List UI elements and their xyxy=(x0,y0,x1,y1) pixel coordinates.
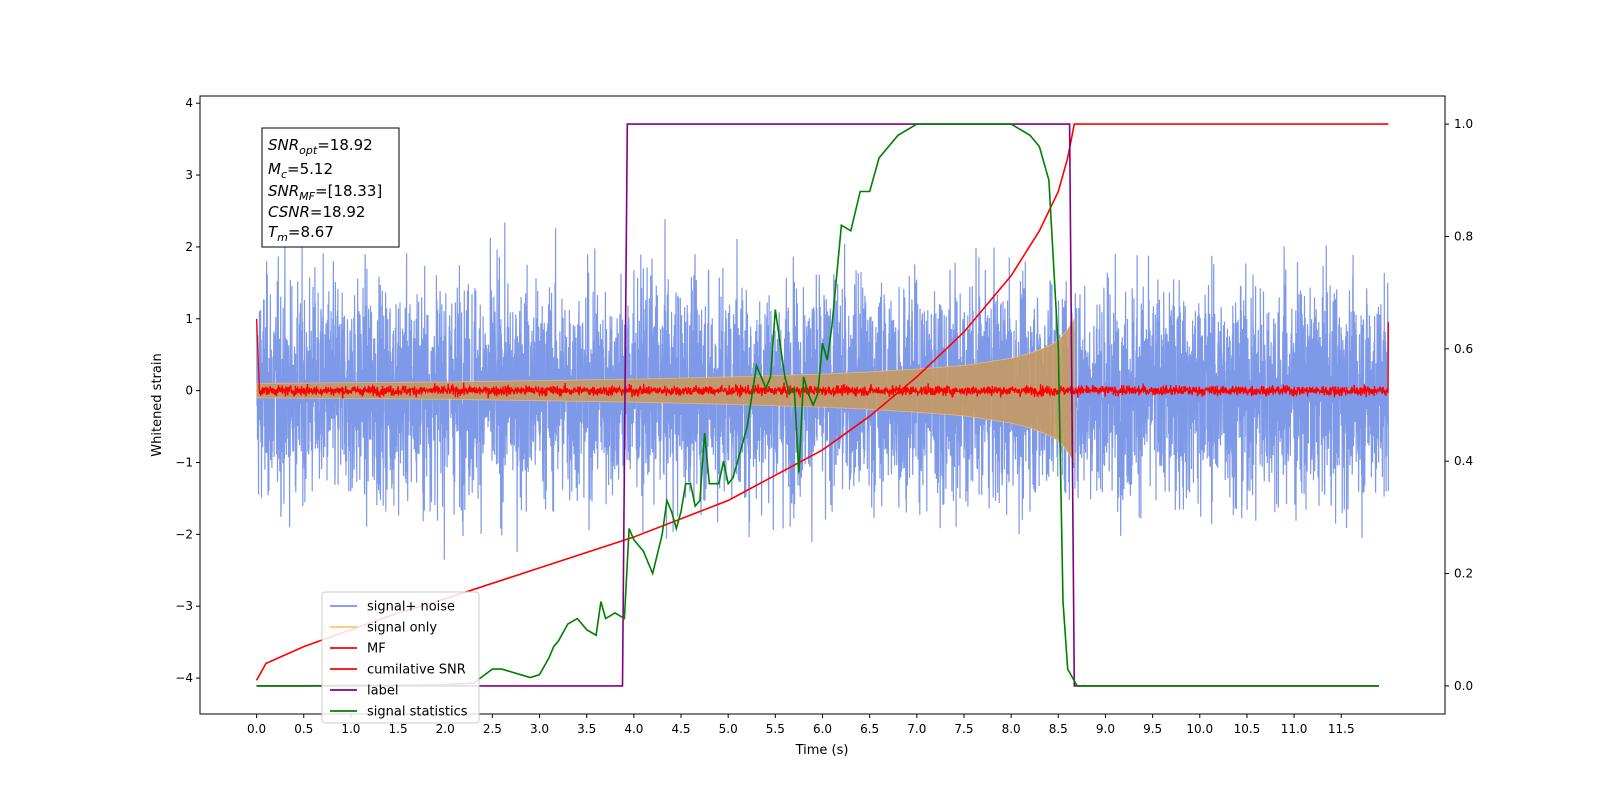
legend: signal+ noise signal only MF cumilative SNR… xyxy=(321,591,480,724)
y2-tick-label: 0.8 xyxy=(1454,229,1473,243)
y2-tick-label: 0.0 xyxy=(1454,679,1473,693)
x-tick-label: 4.5 xyxy=(671,722,690,736)
annotation-mc: Mc=5.12 xyxy=(268,160,333,181)
annotation-frame xyxy=(261,127,400,248)
x-tick-label: 1.5 xyxy=(389,722,408,736)
x-tick-label: 2.0 xyxy=(436,722,455,736)
y2-tick-label: 1.0 xyxy=(1454,117,1473,131)
y-axis-label: Whitened strain xyxy=(150,353,165,456)
y-axis-left: −4 −3 −2 −1 0 1 2 3 4 xyxy=(175,96,200,685)
x-tick-label: 8.0 xyxy=(1002,722,1021,736)
x-tick-label: 7.0 xyxy=(907,722,926,736)
x-tick-label: 5.5 xyxy=(766,722,785,736)
x-tick-label: 3.5 xyxy=(577,722,596,736)
y-tick-label: −4 xyxy=(175,671,193,685)
x-tick-label: 10.0 xyxy=(1186,722,1213,736)
y-tick-label: −2 xyxy=(175,527,193,541)
series-signal-statistics-line xyxy=(256,123,1379,687)
annotation-snr-opt: SNRopt=18.92 xyxy=(268,136,373,157)
y-axis-right: 0.0 0.2 0.4 0.6 0.8 1.0 xyxy=(1445,117,1473,693)
x-axis: 0.0 0.5 1.0 1.5 2.0 2.5 3.0 3.5 4.0 4.5 5.0 5.5 6.0 6… xyxy=(247,714,1355,736)
y-tick-label: −1 xyxy=(175,455,193,469)
x-tick-label: 6.5 xyxy=(860,722,879,736)
x-tick-label: 6.0 xyxy=(813,722,832,736)
legend-entry-label: MF xyxy=(367,642,386,657)
x-tick-label: 0.5 xyxy=(294,722,313,736)
y-tick-label: 2 xyxy=(185,240,193,254)
x-tick-label: 0.0 xyxy=(247,722,266,736)
x-tick-label: 7.5 xyxy=(954,722,973,736)
x-tick-label: 3.0 xyxy=(530,722,549,736)
stats-annotation-box: SNRopt=18.92 Mc=5.12 SNRMF=[18.33] CSNR=… xyxy=(261,127,400,248)
annotation-csnr: CSNR=18.92 xyxy=(268,203,365,221)
x-tick-label: 10.5 xyxy=(1234,722,1261,736)
legend-entry-label: label xyxy=(367,684,398,699)
y-tick-label: 0 xyxy=(185,384,193,398)
legend-entry-label: signal only xyxy=(367,621,437,636)
series-signal-noise-line xyxy=(256,219,1389,560)
y-tick-label: −3 xyxy=(175,599,193,613)
x-tick-label: 9.0 xyxy=(1096,722,1115,736)
x-tick-label: 5.0 xyxy=(719,722,738,736)
series-mf-line xyxy=(255,318,1390,399)
y2-tick-label: 0.6 xyxy=(1454,342,1473,356)
legend-entry-label: cumilative SNR xyxy=(367,663,466,678)
x-tick-label: 11.0 xyxy=(1281,722,1308,736)
x-tick-label: 1.0 xyxy=(341,722,360,736)
legend-entry-label: signal statistics xyxy=(367,705,468,720)
x-axis-label: Time (s) xyxy=(795,743,849,758)
x-tick-label: 2.5 xyxy=(483,722,502,736)
legend-entry-label: signal+ noise xyxy=(367,600,455,615)
y-tick-label: 4 xyxy=(185,96,193,110)
x-tick-label: 9.5 xyxy=(1143,722,1162,736)
annotation-tm: Tm=8.67 xyxy=(268,223,334,244)
y2-tick-label: 0.2 xyxy=(1454,567,1473,581)
y2-tick-label: 0.4 xyxy=(1454,454,1473,468)
x-tick-label: 11.5 xyxy=(1328,722,1355,736)
legend-frame xyxy=(321,591,480,724)
annotation-snr-mf: SNRMF=[18.33] xyxy=(268,182,382,203)
x-tick-label: 8.5 xyxy=(1049,722,1068,736)
y-tick-label: 1 xyxy=(185,312,193,326)
x-tick-label: 4.0 xyxy=(624,722,643,736)
y-tick-label: 3 xyxy=(185,168,193,182)
